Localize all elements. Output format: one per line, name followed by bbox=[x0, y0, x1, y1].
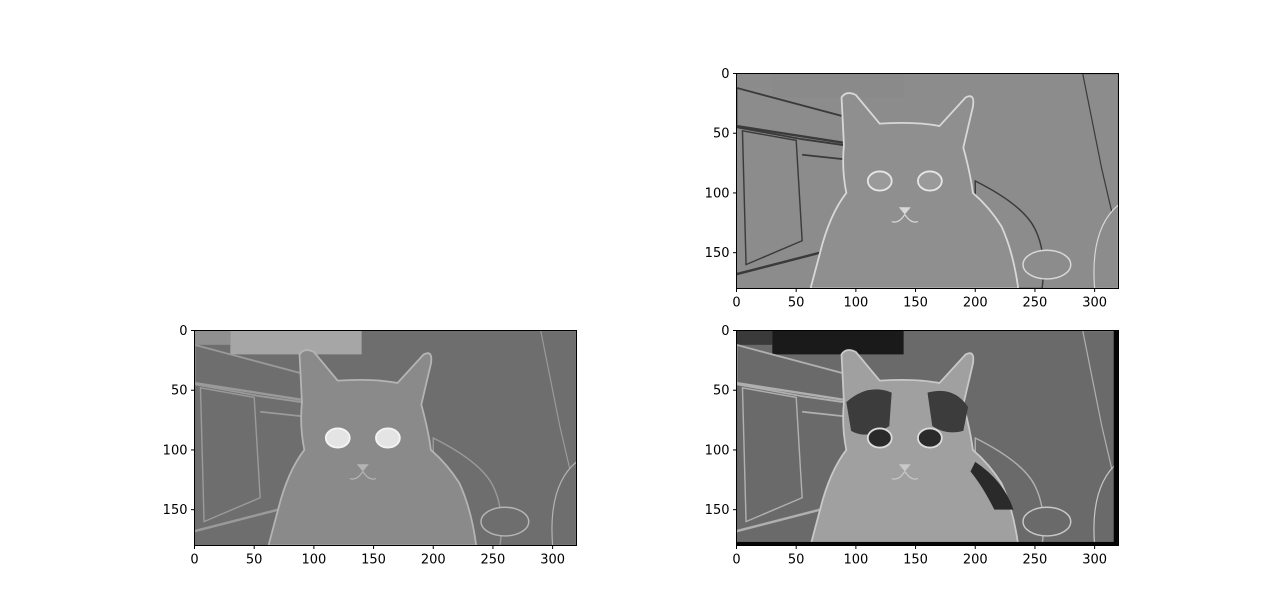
image-bottom-right bbox=[736, 330, 1119, 546]
x-tick-label: 300 bbox=[1082, 553, 1107, 568]
x-tick-label: 200 bbox=[421, 553, 446, 568]
y-tick-label: 100 bbox=[705, 186, 730, 201]
y-tick-label: 0 bbox=[721, 324, 729, 339]
image-bottom-left bbox=[194, 330, 577, 546]
x-tick-label: 150 bbox=[361, 553, 386, 568]
y-tick-label: 100 bbox=[705, 443, 730, 458]
x-tick-label: 0 bbox=[732, 296, 740, 311]
image-top-right bbox=[736, 73, 1119, 289]
y-tick-label: 150 bbox=[163, 503, 188, 518]
y-tick-label: 150 bbox=[705, 503, 730, 518]
x-tick-label: 300 bbox=[1082, 296, 1107, 311]
y-tick-label: 100 bbox=[163, 443, 188, 458]
x-tick-label: 100 bbox=[843, 296, 868, 311]
y-tick-label: 50 bbox=[713, 384, 730, 399]
y-tick-label: 50 bbox=[171, 384, 188, 399]
y-tick-label: 150 bbox=[705, 246, 730, 261]
y-tick-label: 50 bbox=[713, 127, 730, 142]
y-tick-label: 0 bbox=[721, 67, 729, 82]
axes-frame bbox=[736, 73, 1119, 289]
x-tick-label: 50 bbox=[788, 553, 805, 568]
x-tick-label: 200 bbox=[963, 296, 988, 311]
x-tick-label: 0 bbox=[190, 553, 198, 568]
x-tick-label: 150 bbox=[903, 553, 928, 568]
x-tick-label: 0 bbox=[732, 553, 740, 568]
panel-top-right: 0 50 100 150 200 250 300 0 50 100 150 bbox=[705, 67, 1119, 311]
x-tick-label: 200 bbox=[963, 553, 988, 568]
x-tick-label: 250 bbox=[481, 553, 506, 568]
x-tick-label: 150 bbox=[903, 296, 928, 311]
y-tick-label: 0 bbox=[179, 324, 187, 339]
x-tick-label: 100 bbox=[843, 553, 868, 568]
axes-frame bbox=[736, 330, 1119, 546]
axes-frame bbox=[194, 330, 577, 546]
panel-bottom-left: 0 50 100 150 200 250 300 0 50 100 150 bbox=[163, 324, 577, 568]
x-tick-label: 100 bbox=[301, 553, 326, 568]
x-tick-label: 50 bbox=[788, 296, 805, 311]
x-tick-label: 300 bbox=[540, 553, 565, 568]
x-tick-label: 50 bbox=[246, 553, 263, 568]
panel-bottom-right: 0 50 100 150 200 250 300 0 50 100 150 bbox=[705, 324, 1119, 568]
x-tick-label: 250 bbox=[1023, 296, 1048, 311]
x-tick-label: 250 bbox=[1023, 553, 1048, 568]
